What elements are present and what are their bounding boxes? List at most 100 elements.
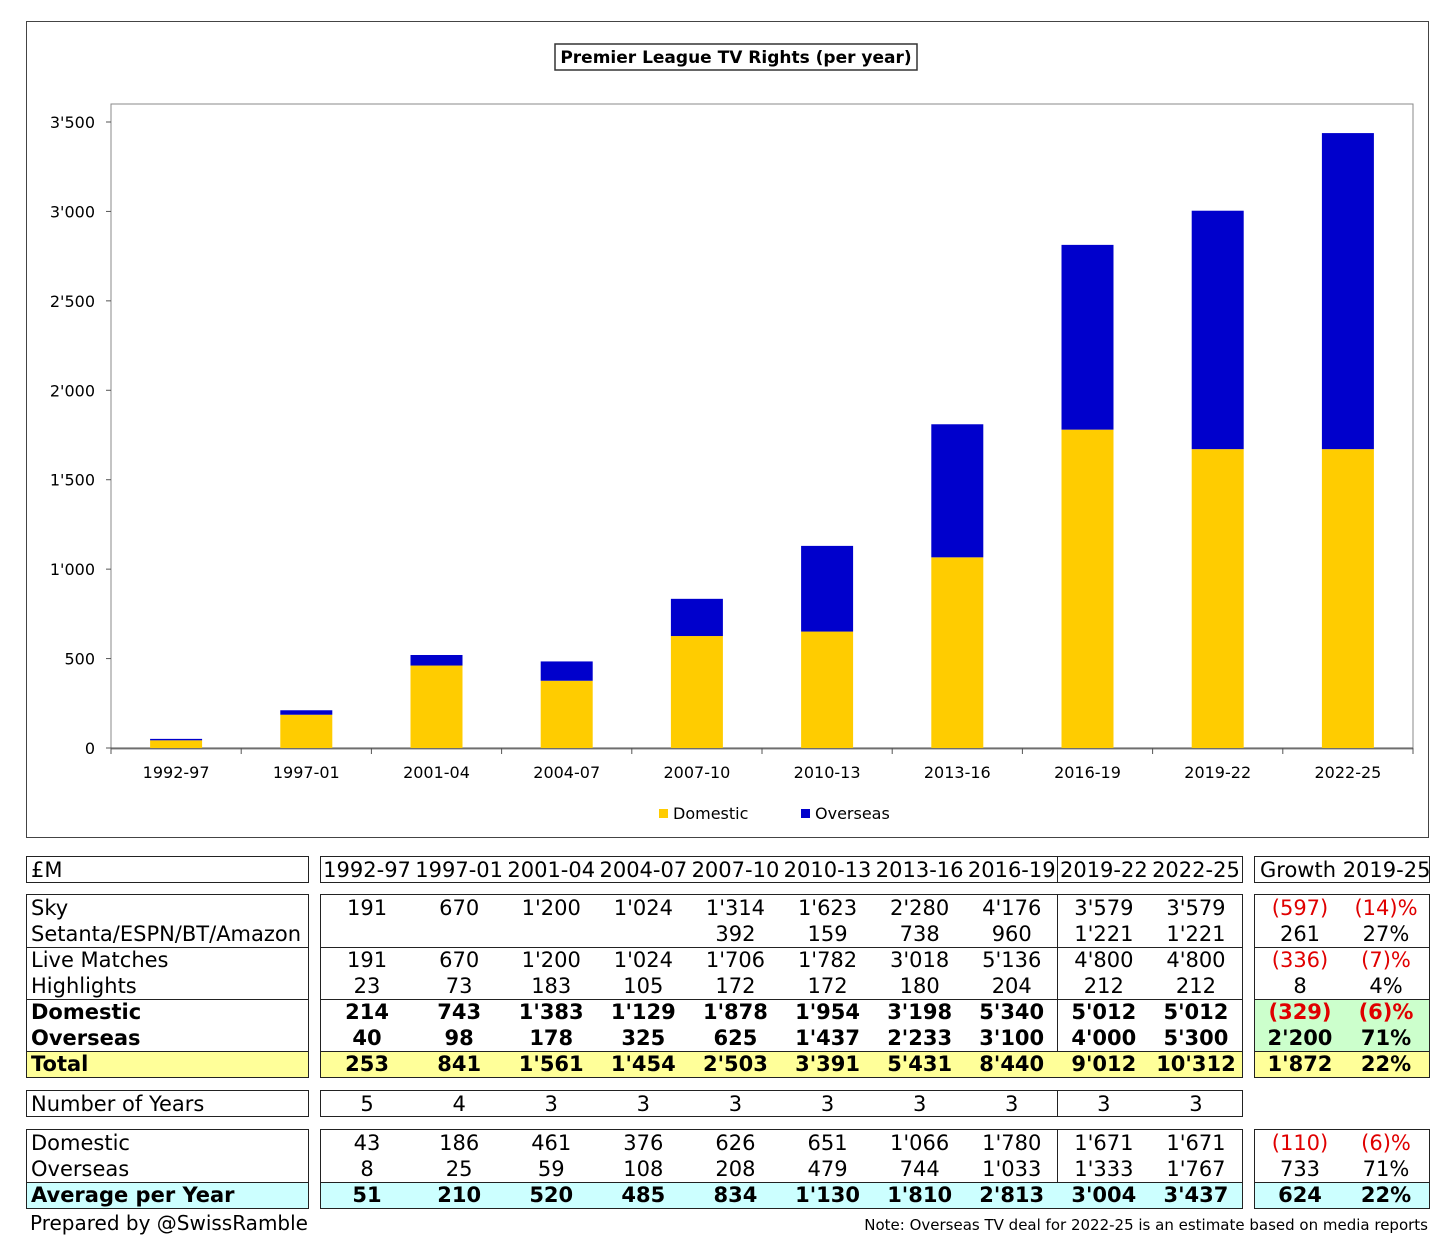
value-cell: 1'333 [1074,1157,1134,1181]
row-label: Setanta/ESPN/BT/Amazon [31,922,302,946]
bar-domestic [1191,449,1244,748]
value-cell: 1'130 [795,1183,860,1207]
row-separator [27,1051,308,1052]
value-cell: 204 [991,974,1032,998]
value-cell: 2'503 [702,1052,768,1076]
years-value: 3 [728,1092,743,1116]
growth-abs: 261 [1279,922,1321,946]
value-cell: 3'437 [1163,1183,1229,1207]
value-cell: 5'300 [1163,1026,1229,1050]
y-tick-label: 1'000 [50,560,95,579]
value-cell: 1'314 [705,896,766,920]
value-cell: 744 [899,1157,940,1181]
x-tick-label: 2001-04 [403,763,470,782]
row-separator [1255,1182,1429,1183]
value-cell: 3'391 [795,1052,860,1076]
growth-abs: 2'200 [1267,1026,1333,1050]
value-cell: 105 [623,974,664,998]
growth-abs: 8 [1293,974,1307,998]
period-header-box: 1992-97 1997-01 2001-04 2004-07 2007-10 2010-… [320,856,1243,883]
bar-overseas [801,545,854,632]
bar-domestic [150,740,203,748]
value-cell: 670 [439,948,480,972]
values-avg: 43 186 461 376 626 651 1'066 1'780 1'671 1'671 8 25… [320,1129,1243,1209]
value-cell: 3'100 [979,1026,1045,1050]
value-cell: 1'767 [1166,1157,1226,1181]
x-tick-label: 2019-22 [1184,763,1251,782]
value-cell: 159 [807,922,848,946]
value-cell: 376 [623,1131,664,1155]
row-label: Average per Year [31,1183,235,1207]
value-cell [321,921,413,947]
value-cell: 1'033 [982,1157,1042,1181]
x-tick-label: 2007-10 [663,763,730,782]
value-cell: 214 [345,1000,389,1024]
stacked-bar-chart: Premier League TV Rights (per year) 0 500… [50,43,1414,823]
row-highlight [1255,1182,1429,1208]
value-cell: 10'312 [1156,1052,1236,1076]
row-label: Overseas [31,1026,141,1050]
row-separator [27,1182,308,1183]
value-cell: 210 [437,1183,482,1207]
bar-overseas [150,738,203,741]
value-cell: 4'176 [982,896,1042,920]
value-cell: 208 [715,1157,756,1181]
value-cell: 479 [807,1157,848,1181]
legend-swatch-domestic [659,809,668,818]
value-cell: 2'280 [890,896,950,920]
row-separator [321,999,1242,1000]
value-cell: 1'383 [518,1000,584,1024]
value-cell: 1'221 [1166,922,1226,946]
values-main: 191 670 1'200 1'024 1'314 1'623 2'280 4'176 3'57… [320,894,1243,1078]
growth-pct: (6)% [1358,1000,1414,1024]
bar-domestic [1321,449,1374,748]
value-cell: 1'437 [795,1026,860,1050]
growth-pct: (14)% [1354,896,1418,920]
value-cell: 3'579 [1166,896,1226,920]
growth-highlight [1255,999,1429,1051]
footnote: Note: Overseas TV deal for 2022-25 is an… [864,1216,1428,1234]
growth-abs: (597) [1271,896,1329,920]
value-cell: 4'800 [1074,948,1134,972]
value-cell: 1'454 [610,1052,676,1076]
row-labels-main: Sky Setanta/ESPN/BT/Amazon Live Matches Hig… [26,894,309,1078]
value-cell: 1'671 [1166,1131,1226,1155]
row-separator [27,999,308,1000]
row-highlight [27,1051,308,1077]
growth-pct: 71% [1360,1026,1412,1050]
row-highlight [321,1182,1242,1208]
bar-overseas [280,710,333,715]
bar-overseas [410,654,463,666]
value-cell: 183 [531,974,572,998]
row-separator [1255,1051,1429,1052]
row-label: Highlights [31,974,137,998]
value-cell: 392 [715,922,756,946]
period-header-cell: 2001-04 [507,858,596,882]
value-cell: 485 [621,1183,666,1207]
prepared-by: Prepared by @SwissRamble [30,1211,308,1235]
value-cell: 25 [445,1157,473,1181]
value-cell: 738 [899,922,940,946]
value-cell: 2'813 [979,1183,1045,1207]
bar-domestic [540,680,593,748]
value-cell: 2'233 [887,1026,953,1050]
years-value: 3 [544,1092,558,1116]
bar-domestic [801,631,854,748]
value-cell: 626 [715,1131,756,1155]
unit-header-box: £M [26,856,309,883]
value-cell: 520 [529,1183,574,1207]
value-cell [597,921,689,947]
bar-overseas [540,661,593,681]
growth-avg: (110) (6)% 733 71% 624 22% [1254,1129,1430,1209]
growth-main: (597) (14)% 261 27% (336) (7)% 8 4% (329) (6)% 2'2… [1254,894,1430,1078]
value-cell: 5'136 [982,948,1042,972]
years-label: Number of Years [31,1092,205,1116]
bar-overseas [931,424,984,558]
growth-abs: (336) [1271,948,1329,972]
value-cell: 8 [360,1157,374,1181]
value-cell: 1'782 [797,948,858,972]
value-cell: 3'579 [1074,896,1134,920]
value-cell: 1'954 [795,1000,860,1024]
value-cell: 73 [445,974,473,998]
value-cell: 1'671 [1074,1131,1134,1155]
